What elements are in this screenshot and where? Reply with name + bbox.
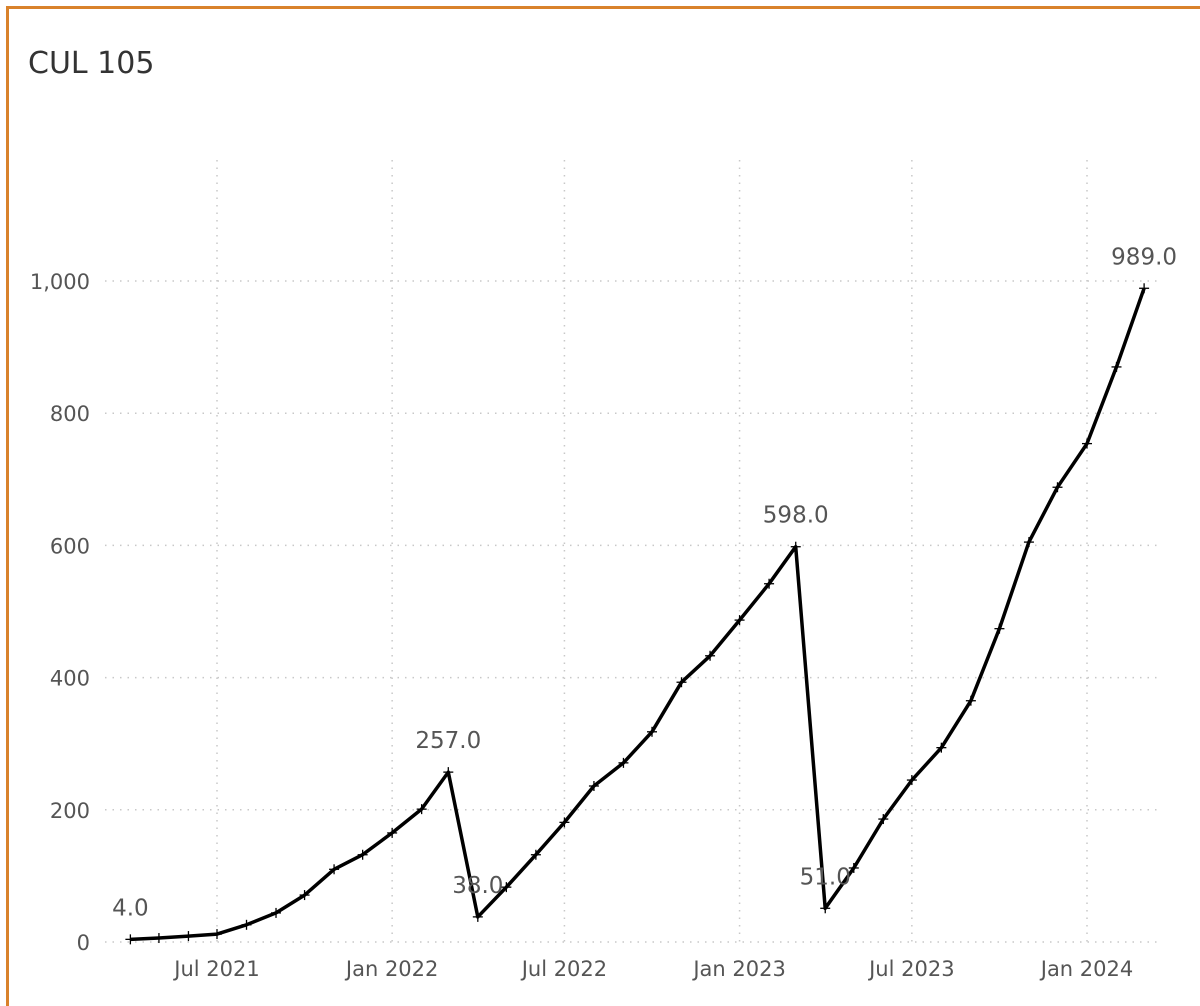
- data-point-marker: [848, 862, 859, 873]
- data-point-marker: [329, 864, 340, 875]
- data-point-marker: [820, 903, 831, 914]
- y-tick-label: 200: [50, 799, 90, 823]
- data-point-marker: [472, 911, 483, 922]
- data-point-marker: [1139, 283, 1150, 294]
- data-label: 257.0: [415, 728, 481, 754]
- grid-lines: [105, 160, 1160, 943]
- data-point-marker: [588, 781, 599, 792]
- y-axis-labels: 0 200 400 600 800 1,000: [30, 270, 90, 955]
- data-point-marker: [790, 541, 801, 552]
- data-point-marker: [906, 775, 917, 786]
- x-tick-label: Jul 2023: [867, 957, 954, 981]
- data-point-marker: [965, 695, 976, 706]
- data-point-marker: [1082, 438, 1092, 449]
- data-point-marker: [443, 767, 454, 778]
- data-point-marker: [530, 849, 541, 860]
- data-labels: 4.0 257.0 38.0 598.0 51.0 989.0: [112, 244, 1177, 921]
- y-tick-label: 1,000: [30, 270, 90, 294]
- data-point-marker: [153, 933, 164, 944]
- data-point-marker: [387, 827, 398, 838]
- data-point-marker: [764, 578, 775, 589]
- data-point-marker: [241, 919, 252, 930]
- data-point-marker: [271, 907, 282, 918]
- data-point-marker: [878, 814, 889, 825]
- data-point-marker: [125, 934, 136, 945]
- x-tick-label: Jan 2022: [344, 957, 439, 981]
- series-group: [125, 283, 1150, 945]
- data-point-marker: [1052, 482, 1063, 493]
- data-label: 38.0: [452, 873, 503, 899]
- data-point-marker: [183, 931, 194, 942]
- data-label: 598.0: [763, 503, 829, 529]
- data-label: 51.0: [800, 864, 851, 890]
- chart-title: CUL 105: [28, 46, 155, 81]
- y-tick-label: 600: [50, 534, 90, 558]
- data-point-marker: [676, 677, 687, 688]
- y-tick-label: 0: [77, 931, 90, 955]
- data-point-marker: [501, 882, 512, 893]
- data-point-marker: [299, 890, 310, 901]
- x-axis-labels: Jul 2021 Jan 2022 Jul 2022 Jan 2023 Jul 2023…: [172, 957, 1133, 981]
- x-tick-label: Jul 2021: [172, 957, 259, 981]
- x-tick-label: Jan 2024: [1039, 957, 1134, 981]
- data-label: 989.0: [1111, 244, 1177, 270]
- data-point-marker: [734, 615, 745, 626]
- data-point-marker: [559, 817, 570, 828]
- data-point-marker: [357, 849, 368, 860]
- series-line: [130, 287, 1146, 942]
- data-point-marker: [1111, 361, 1122, 372]
- data-point-marker: [416, 804, 427, 815]
- data-point-marker: [994, 623, 1005, 634]
- data-point-marker: [212, 929, 222, 940]
- y-tick-label: 800: [50, 402, 90, 426]
- data-point-marker: [647, 726, 657, 737]
- x-tick-label: Jul 2022: [520, 957, 607, 981]
- data-point-marker: [618, 757, 629, 768]
- x-tick-label: Jan 2023: [691, 957, 786, 981]
- data-point-marker: [936, 742, 947, 753]
- data-point-marker: [1023, 537, 1034, 548]
- data-point-marker: [705, 650, 716, 661]
- chart-frame: [6, 6, 1200, 1006]
- data-label: 4.0: [112, 895, 149, 921]
- y-tick-label: 400: [50, 667, 90, 691]
